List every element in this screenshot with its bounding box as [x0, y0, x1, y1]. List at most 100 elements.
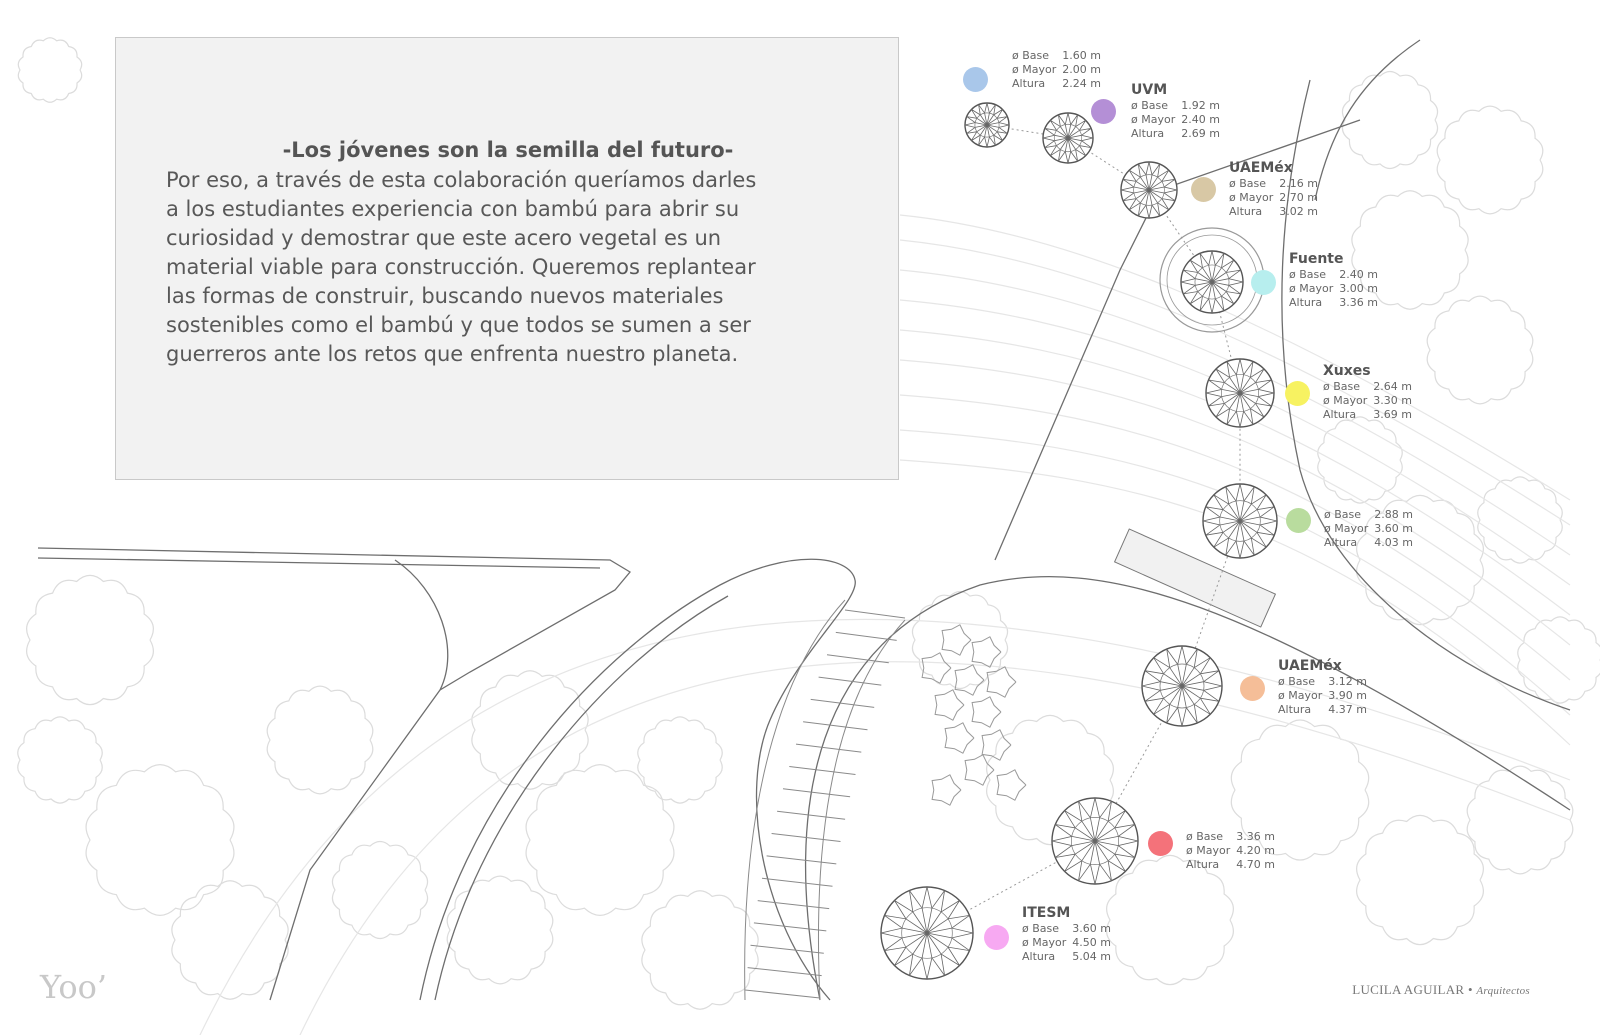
dim-value: 2.16 m: [1279, 177, 1318, 190]
dim-key: ø Mayor: [1289, 282, 1334, 295]
dim-key: ø Mayor: [1022, 936, 1067, 949]
color-dot: [1148, 831, 1173, 856]
tree-canopy: [1477, 476, 1563, 564]
dim-key: ø Base: [1323, 380, 1361, 393]
dome-title: ITESM: [1022, 905, 1071, 921]
body-line: guerreros ante los retos que enfrenta nu…: [166, 342, 739, 366]
dim-value: 2.24 m: [1062, 77, 1101, 90]
dim-value: 2.64 m: [1373, 380, 1412, 393]
dome-title: UVM: [1131, 82, 1168, 98]
dome-1: [964, 102, 1010, 148]
credit-sep: •: [1467, 982, 1473, 997]
dome-label: ø Base 3.36 m ø Mayor 4.20 m Altura 4.70 m: [1186, 830, 1281, 872]
dim-value: 1.92 m: [1181, 99, 1220, 112]
credit: LUCILA AGUILAR • Arquitectos: [1352, 982, 1530, 998]
dim-key: Altura: [1022, 950, 1056, 963]
dome-8: [1051, 797, 1139, 885]
dim-value: 2.70 m: [1279, 191, 1318, 204]
tree-canopy: [1317, 416, 1403, 504]
dim-value: 2.00 m: [1062, 63, 1101, 76]
dim-key: Altura: [1131, 127, 1165, 140]
color-dot: [984, 925, 1009, 950]
shrub: [986, 666, 1017, 698]
dome-4: [1180, 250, 1244, 314]
shrub: [964, 754, 995, 786]
dome-label: ø Base 1.60 m ø Mayor 2.00 m Altura 2.24 m: [1012, 49, 1107, 91]
shrub: [931, 774, 962, 806]
dim-key: Altura: [1186, 858, 1220, 871]
tree-canopy: [471, 670, 589, 790]
body-line: Por eso, a través de esta colaboración q…: [166, 168, 757, 192]
shrub: [971, 636, 1002, 668]
yoo-logo: Yoo’: [40, 968, 108, 1006]
tree-canopy: [1106, 854, 1234, 986]
color-dot: [963, 67, 988, 92]
dim-key: Altura: [1323, 408, 1357, 421]
tree-canopy: [525, 764, 675, 916]
shrub-cluster: [921, 624, 1027, 806]
tree-canopy: [1356, 814, 1484, 946]
dim-key: ø Base: [1131, 99, 1169, 112]
tree-canopy: [1351, 190, 1469, 310]
shrub: [934, 689, 965, 721]
dim-key: ø Mayor: [1012, 63, 1057, 76]
tree-canopy: [1436, 105, 1544, 215]
tree-canopy: [17, 37, 83, 103]
dim-value: 2.40 m: [1339, 268, 1378, 281]
dim-value: 4.03 m: [1374, 536, 1413, 549]
dim-key: ø Base: [1324, 508, 1362, 521]
body-line: material viable para construcción. Quere…: [166, 255, 756, 279]
contour-lines: [199, 214, 1571, 1035]
body-line: las formas de construir, buscando nuevos…: [166, 284, 724, 308]
shrub: [921, 652, 952, 684]
color-dot: [1091, 99, 1116, 124]
dim-key: ø Base: [1012, 49, 1050, 62]
color-dot: [1251, 270, 1276, 295]
dim-key: ø Mayor: [1186, 844, 1231, 857]
stair-ramp: [744, 599, 906, 1001]
bench: [1113, 528, 1277, 628]
body-line: sostenibles como el bambú y que todos se…: [166, 313, 751, 337]
dim-key: ø Mayor: [1324, 522, 1369, 535]
dim-value: 4.37 m: [1328, 703, 1367, 716]
dim-value: 2.88 m: [1374, 508, 1413, 521]
dome-title: Fuente: [1289, 251, 1344, 267]
tree-canopy: [1517, 616, 1600, 704]
dim-value: 3.36 m: [1236, 830, 1275, 843]
dome-label: ø Base 2.88 m ø Mayor 3.60 m Altura 4.03 m: [1324, 508, 1419, 550]
dome-label: UAEMéx ø Base 2.16 m ø Mayor 2.70 m Altura 3.0…: [1229, 160, 1324, 219]
dome-title: UAEMéx: [1229, 160, 1293, 176]
credit-name: LUCILA AGUILAR: [1352, 982, 1465, 997]
text-panel: -Los jóvenes son la semilla del futuro- …: [115, 37, 899, 480]
body-line: curiosidad y demostrar que este acero ve…: [166, 226, 722, 250]
dim-value: 3.30 m: [1373, 394, 1412, 407]
dim-key: ø Base: [1022, 922, 1060, 935]
shrub: [941, 624, 972, 656]
tree-canopy: [17, 716, 103, 804]
tree-canopy: [1426, 295, 1534, 405]
dim-value: 3.02 m: [1279, 205, 1318, 218]
dome-label: ITESM ø Base 3.60 m ø Mayor 4.50 m Altura 5.04…: [1022, 905, 1117, 964]
dome-label: Fuente ø Base 2.40 m ø Mayor 3.00 m Altura 3.3…: [1289, 251, 1384, 310]
bamboo-domes: [880, 102, 1278, 980]
body-line: a los estudiantes experiencia con bambú …: [166, 197, 740, 221]
dim-key: Altura: [1324, 536, 1358, 549]
tree-canopy: [331, 840, 429, 940]
tree-canopy: [1230, 719, 1370, 861]
dim-value: 4.50 m: [1072, 936, 1111, 949]
dim-key: ø Base: [1229, 177, 1267, 190]
dome-2: [1042, 112, 1094, 164]
body-paragraph: Por eso, a través de esta colaboración q…: [166, 166, 856, 369]
dome-9: [880, 886, 974, 980]
dim-value: 1.60 m: [1062, 49, 1101, 62]
dim-value: 4.20 m: [1236, 844, 1275, 857]
dim-value: 5.04 m: [1072, 950, 1111, 963]
dome-label: UVM ø Base 1.92 m ø Mayor 2.40 m Altura 2.69 m: [1131, 82, 1226, 141]
tree-canopy: [1466, 765, 1574, 875]
dome-route: [926, 124, 1241, 934]
dim-key: Altura: [1289, 296, 1323, 309]
dim-key: ø Mayor: [1323, 394, 1368, 407]
shrub: [981, 729, 1012, 761]
dim-value: 3.69 m: [1373, 408, 1412, 421]
